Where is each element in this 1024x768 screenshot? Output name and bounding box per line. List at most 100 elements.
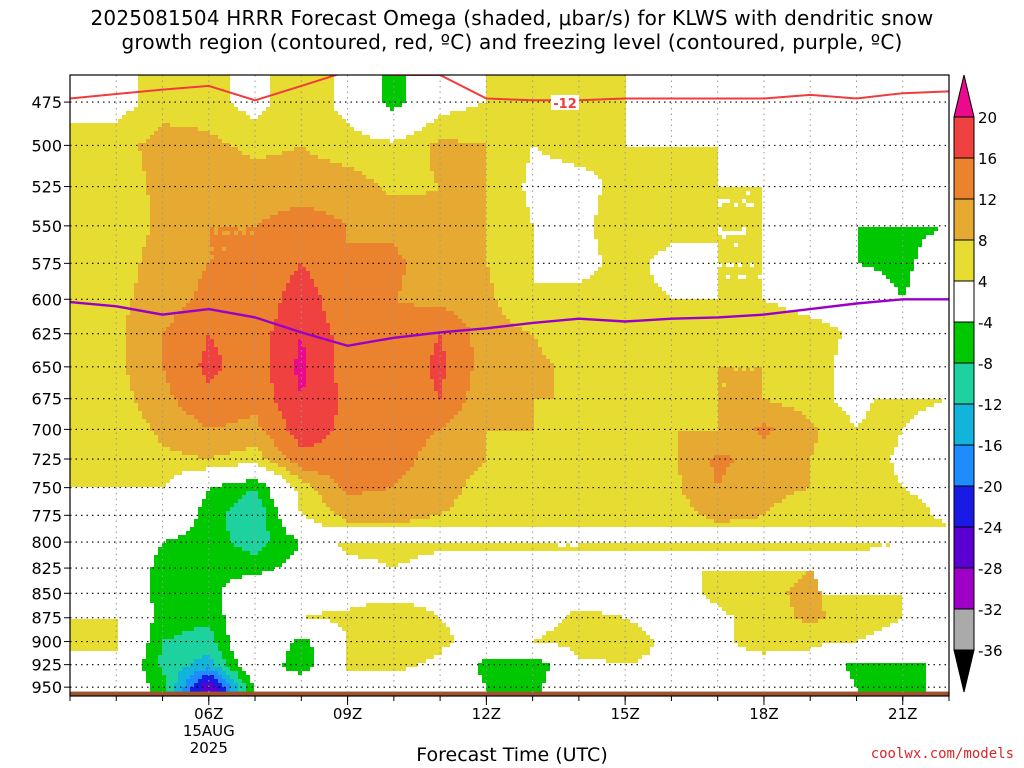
omega-cell: [858, 247, 918, 251]
omega-cell: [734, 263, 738, 267]
omega-cell: [434, 343, 442, 347]
omega-cell: [318, 287, 402, 291]
omega-cell: [362, 171, 434, 175]
omega-cell: [270, 355, 298, 359]
colorbar-segment: [953, 116, 975, 159]
omega-cell: [734, 459, 810, 463]
omega-cell: [554, 395, 718, 399]
omega-cell: [718, 415, 806, 419]
omega-cell: [70, 375, 130, 379]
omega-cell: [722, 227, 742, 231]
omega-cell: [494, 295, 670, 299]
omega-cell: [126, 315, 174, 319]
omega-cell: [714, 479, 722, 483]
omega-cell: [298, 443, 314, 447]
omega-cell: [70, 463, 238, 467]
omega-cell: [430, 367, 446, 371]
omega-cell: [142, 659, 158, 663]
omega-cell: [818, 439, 898, 443]
omega-cell: [230, 687, 238, 691]
omega-cell: [346, 235, 486, 239]
omega-cell: [598, 203, 718, 207]
omega-cell: [126, 343, 162, 347]
omega-cell: [382, 75, 406, 79]
omega-cell: [326, 435, 430, 439]
omega-cell: [178, 671, 194, 675]
omega-cell: [70, 647, 118, 651]
omega-cell: [558, 623, 638, 627]
omega-cell: [142, 663, 158, 667]
omega-cell: [150, 571, 262, 575]
omega-cell: [274, 443, 298, 447]
credit-link[interactable]: coolwx.com/models: [870, 746, 1014, 762]
omega-cell: [146, 179, 374, 183]
omega-cell: [486, 191, 526, 195]
omega-cell: [362, 491, 462, 495]
omega-cell: [558, 643, 654, 647]
omega-cell: [70, 267, 138, 271]
omega-cell: [486, 231, 534, 235]
omega-cell: [266, 431, 290, 435]
omega-cell: [342, 627, 450, 631]
omega-cell: [70, 171, 146, 175]
omega-cell: [258, 463, 278, 467]
omega-cell: [218, 371, 270, 375]
omega-cell: [434, 383, 442, 387]
omega-cell: [722, 383, 726, 387]
colorbar-tick-label: -8: [978, 355, 993, 373]
omega-cell: [286, 419, 334, 423]
omega-cell: [274, 439, 298, 443]
omega-cell: [858, 231, 934, 235]
omega-cell: [794, 607, 822, 611]
omega-cell: [70, 399, 134, 403]
omega-cell: [682, 487, 806, 491]
omega-cell: [214, 675, 222, 679]
omega-cell: [702, 571, 806, 575]
omega-cell: [70, 379, 130, 383]
omega-cell: [70, 343, 126, 347]
omega-cell: [862, 263, 914, 267]
omega-cell: [770, 507, 930, 511]
omega-cell: [486, 171, 526, 175]
omega-cell: [542, 151, 718, 155]
omega-cell: [418, 451, 486, 455]
omega-cell: [438, 391, 442, 395]
omega-cell: [230, 535, 270, 539]
omega-cell: [746, 227, 762, 231]
omega-cell: [226, 515, 266, 519]
omega-cell: [538, 147, 718, 151]
omega-cell: [598, 199, 718, 203]
omega-cell: [486, 179, 526, 183]
colorbar-segment: [953, 198, 975, 241]
omega-cell: [454, 503, 690, 507]
omega-cell: [322, 307, 446, 311]
omega-cell: [406, 471, 474, 475]
omega-cell: [314, 443, 426, 447]
omega-cell: [802, 575, 814, 579]
omega-cell: [334, 339, 438, 343]
x-tick-label: 21Z: [888, 705, 917, 723]
omega-cell: [142, 159, 330, 163]
omega-cell: [426, 443, 486, 447]
omega-cell: [166, 687, 174, 691]
omega-cell: [194, 683, 202, 687]
omega-cell: [486, 251, 534, 255]
omega-cell: [258, 223, 346, 227]
omega-cell: [726, 471, 810, 475]
omega-cell: [202, 355, 222, 359]
omega-cell: [434, 387, 442, 391]
colorbar-tick-label: -20: [978, 478, 1003, 496]
omega-cell: [70, 367, 126, 371]
omega-cell: [734, 615, 794, 619]
omega-cell: [442, 387, 470, 391]
omega-cell: [166, 539, 230, 543]
omega-cell: [298, 503, 326, 507]
x-axis-label: Forecast Time (UTC): [416, 744, 608, 766]
omega-cell: [210, 231, 214, 235]
omega-cell: [538, 339, 838, 343]
omega-cell: [70, 455, 198, 459]
omega-cell: [398, 299, 498, 303]
omega-cell: [166, 371, 202, 375]
omega-cell: [338, 403, 462, 407]
omega-cell: [150, 207, 290, 211]
